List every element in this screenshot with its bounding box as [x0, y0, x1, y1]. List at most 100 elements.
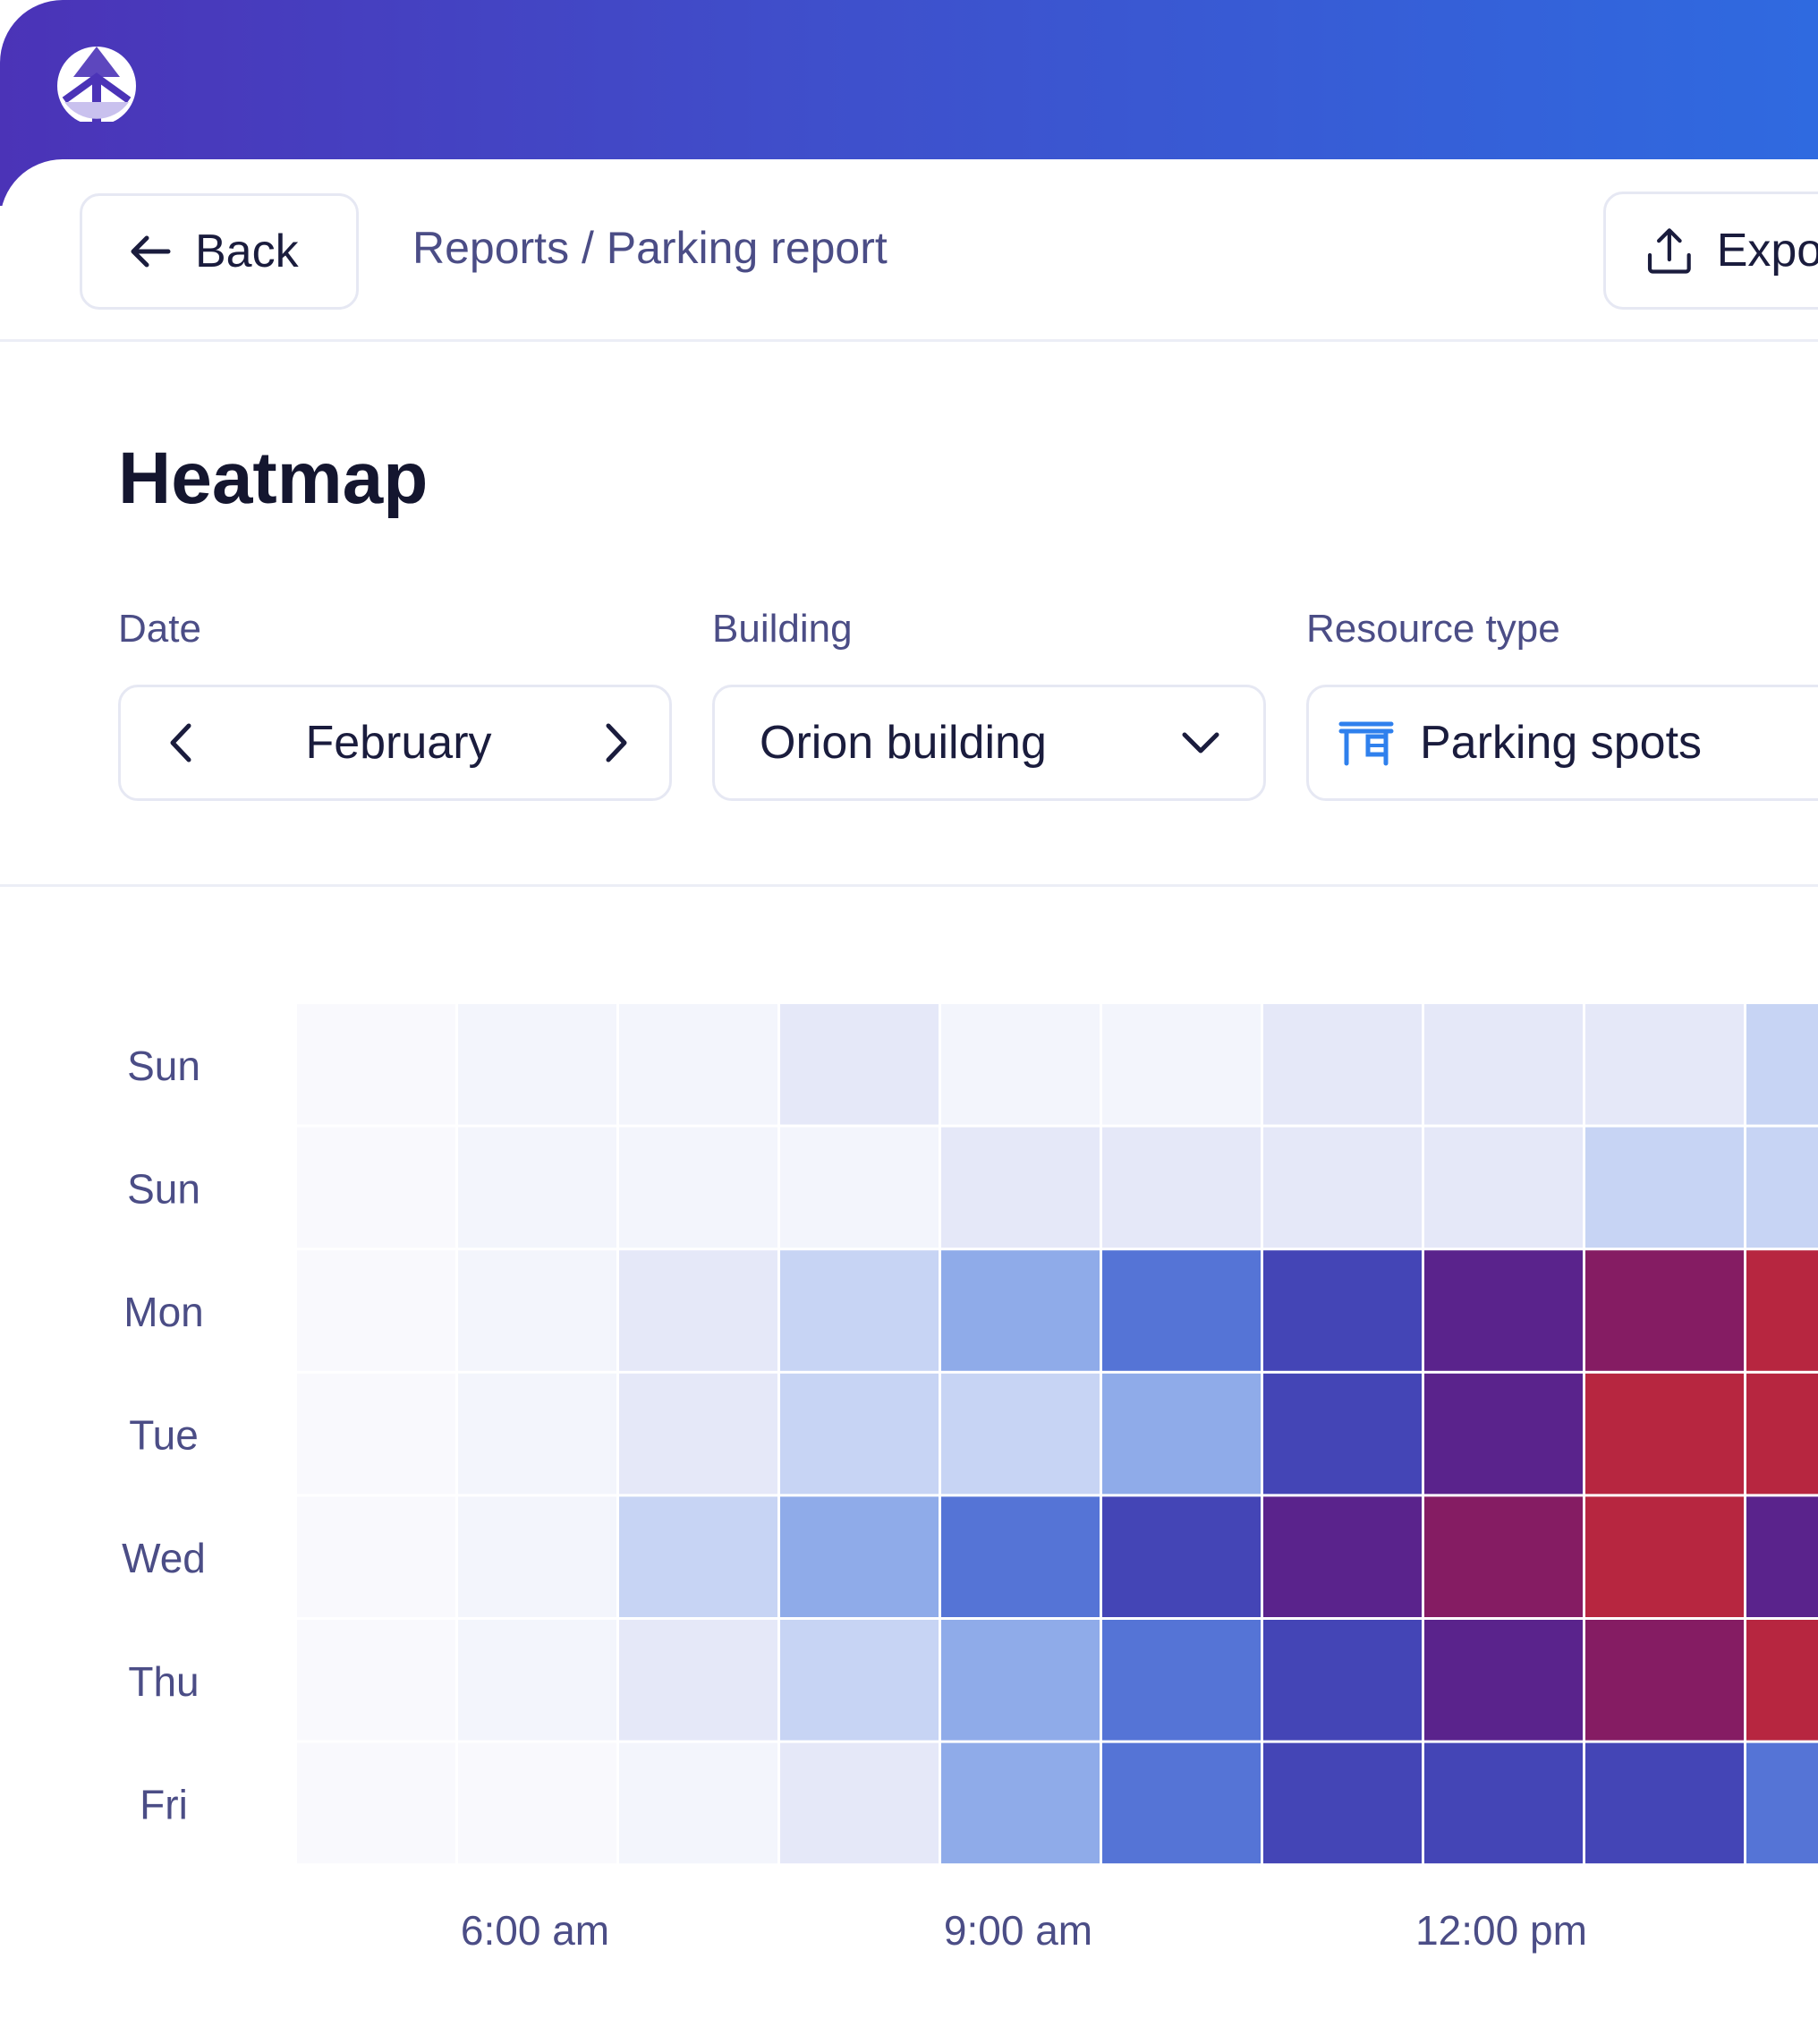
date-picker: February [118, 685, 672, 801]
heatmap-cell[interactable] [1746, 1373, 1818, 1495]
header-divider [0, 339, 1818, 342]
heatmap-cell[interactable] [1263, 1373, 1422, 1495]
heatmap-cell[interactable] [1102, 1620, 1261, 1741]
heatmap-cell[interactable] [1424, 1620, 1583, 1741]
heatmap-cell[interactable] [619, 1250, 777, 1371]
heatmap-cell[interactable] [941, 1373, 1100, 1495]
heatmap-cell[interactable] [458, 1373, 616, 1495]
heatmap-cell[interactable] [297, 1373, 455, 1495]
heatmap-cell[interactable] [1585, 1620, 1744, 1741]
heatmap-cell[interactable] [619, 1004, 777, 1125]
resource-type-value: Parking spots [1420, 717, 1703, 769]
heatmap-cell[interactable] [458, 1250, 616, 1371]
heatmap-cell[interactable] [1424, 1496, 1583, 1617]
heatmap-cell[interactable] [941, 1496, 1100, 1617]
back-button-label: Back [195, 226, 299, 277]
heatmap-cell[interactable] [1102, 1004, 1261, 1125]
heatmap-cell[interactable] [458, 1496, 616, 1617]
heatmap-row-label: Wed [122, 1535, 206, 1581]
chevron-right-icon[interactable] [603, 722, 630, 763]
heatmap-cell[interactable] [1263, 1004, 1422, 1125]
heatmap-x-tick-label: 9:00 am [944, 1907, 1092, 1954]
heatmap-cell[interactable] [780, 1250, 939, 1371]
heatmap-cell[interactable] [1424, 1250, 1583, 1371]
heatmap-cell[interactable] [780, 1373, 939, 1495]
heatmap-cell[interactable] [458, 1004, 616, 1125]
back-button[interactable]: Back [80, 193, 359, 310]
heatmap-cell[interactable] [458, 1742, 616, 1864]
heatmap-cell[interactable] [297, 1004, 455, 1125]
heatmap-cell[interactable] [297, 1250, 455, 1371]
export-button[interactable]: Export [1603, 192, 1818, 310]
heatmap-cell[interactable] [941, 1620, 1100, 1741]
heatmap-cell[interactable] [780, 1004, 939, 1125]
heatmap-cell[interactable] [780, 1742, 939, 1864]
heatmap-cell[interactable] [941, 1250, 1100, 1371]
heatmap-cell[interactable] [1585, 1004, 1744, 1125]
resource-type-select[interactable]: Parking spots [1306, 685, 1818, 801]
page-title: Heatmap [118, 438, 429, 519]
heatmap-cell[interactable] [1746, 1620, 1818, 1741]
building-select[interactable]: Orion building [712, 685, 1266, 801]
chevron-down-icon [1182, 732, 1219, 754]
heatmap-cell[interactable] [1585, 1250, 1744, 1371]
heatmap-cell[interactable] [1263, 1620, 1422, 1741]
heatmap-cell[interactable] [297, 1127, 455, 1248]
heatmap-cell[interactable] [1424, 1004, 1583, 1125]
heatmap-cell[interactable] [1746, 1250, 1818, 1371]
heatmap-cell[interactable] [297, 1496, 455, 1617]
heatmap-row-label: Thu [128, 1658, 199, 1705]
heatmap-cell[interactable] [1102, 1250, 1261, 1371]
building-filter-label: Building [712, 607, 853, 651]
heatmap-cell[interactable] [780, 1127, 939, 1248]
chevron-left-icon[interactable] [167, 722, 194, 763]
export-button-label: Export [1716, 225, 1818, 277]
heatmap-cell[interactable] [941, 1004, 1100, 1125]
heatmap-cell[interactable] [1746, 1004, 1818, 1125]
heatmap-cell[interactable] [1102, 1373, 1261, 1495]
heatmap-cell[interactable] [1102, 1496, 1261, 1617]
heatmap-x-tick-label: 12:00 pm [1415, 1907, 1587, 1954]
heatmap-row-label: Sun [127, 1043, 200, 1089]
heatmap-cell[interactable] [619, 1496, 777, 1617]
heatmap-x-tick-label: 6:00 am [461, 1907, 609, 1954]
heatmap-row-label: Tue [129, 1412, 199, 1459]
heatmap-cell[interactable] [1585, 1742, 1744, 1864]
heatmap-cell[interactable] [619, 1373, 777, 1495]
heatmap-cell[interactable] [1746, 1742, 1818, 1864]
date-filter-label: Date [118, 607, 201, 651]
heatmap-cell[interactable] [941, 1742, 1100, 1864]
heatmap-cell[interactable] [1263, 1127, 1422, 1248]
heatmap-cell[interactable] [619, 1127, 777, 1248]
heatmap-cell[interactable] [1585, 1127, 1744, 1248]
heatmap-cell[interactable] [1585, 1496, 1744, 1617]
heatmap-cell[interactable] [1424, 1373, 1583, 1495]
heatmap-cell[interactable] [1746, 1496, 1818, 1617]
heatmap-row-label: Mon [123, 1289, 203, 1335]
heatmap-row-label: Fri [140, 1781, 188, 1827]
heatmap-cell[interactable] [1263, 1250, 1422, 1371]
heatmap-cell[interactable] [1424, 1742, 1583, 1864]
heatmap-cell[interactable] [941, 1127, 1100, 1248]
heatmap-cell[interactable] [1424, 1127, 1583, 1248]
heatmap-cell[interactable] [780, 1620, 939, 1741]
heatmap-cell[interactable] [1263, 1742, 1422, 1864]
heatmap-cell[interactable] [458, 1620, 616, 1741]
app-logo-icon [57, 47, 136, 122]
date-value: February [305, 717, 492, 769]
heatmap-cell[interactable] [1263, 1496, 1422, 1617]
heatmap-cell[interactable] [1585, 1373, 1744, 1495]
heatmap-cell[interactable] [297, 1620, 455, 1741]
heatmap-cell[interactable] [619, 1620, 777, 1741]
filters-divider [0, 884, 1818, 887]
heatmap-cell[interactable] [297, 1742, 455, 1864]
heatmap-row-label: Sun [127, 1165, 200, 1212]
heatmap-cell[interactable] [458, 1127, 616, 1248]
heatmap-cell[interactable] [1746, 1127, 1818, 1248]
heatmap-cell[interactable] [1102, 1742, 1261, 1864]
upload-icon [1647, 228, 1691, 274]
resource-type-filter-label: Resource type [1306, 607, 1560, 651]
heatmap-cell[interactable] [780, 1496, 939, 1617]
heatmap-cell[interactable] [619, 1742, 777, 1864]
heatmap-cell[interactable] [1102, 1127, 1261, 1248]
